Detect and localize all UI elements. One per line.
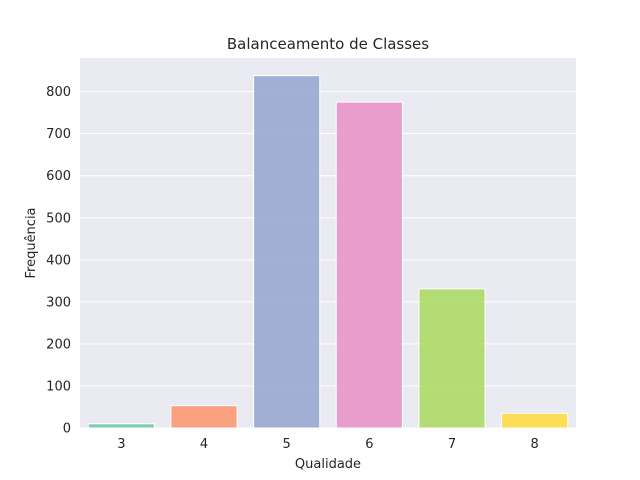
- y-tick-label: 100: [46, 379, 71, 394]
- bars: [87, 75, 569, 429]
- x-tick-labels: 3 4 5 6 7 8: [117, 437, 539, 452]
- bar-8: [501, 412, 569, 429]
- x-tick-label: 3: [117, 437, 125, 452]
- y-tick-label: 700: [46, 127, 71, 142]
- x-tick-label: 8: [531, 437, 539, 452]
- bar-7: [418, 288, 486, 429]
- y-tick-label: 600: [46, 169, 71, 184]
- y-tick-label: 300: [46, 295, 71, 310]
- bar-6: [335, 101, 403, 429]
- bar-4: [170, 405, 238, 429]
- x-tick-label: 5: [283, 437, 291, 452]
- y-tick-label: 500: [46, 211, 71, 226]
- y-tick-labels: 0 100 200 300 400 500 600 700 800: [46, 85, 71, 436]
- plot-background: [80, 58, 576, 428]
- y-axis-label: Frequência: [24, 207, 39, 278]
- grid-lines: [80, 91, 576, 429]
- bar-3: [87, 423, 155, 429]
- chart-title: Balanceamento de Classes: [227, 35, 429, 53]
- bar-5: [253, 75, 321, 429]
- y-tick-label: 800: [46, 85, 71, 100]
- x-tick-label: 4: [200, 437, 208, 452]
- y-tick-label: 400: [46, 253, 71, 268]
- y-tick-label: 200: [46, 337, 71, 352]
- x-tick-label: 7: [448, 437, 456, 452]
- x-axis-label: Qualidade: [295, 457, 361, 472]
- y-tick-label: 0: [63, 422, 71, 437]
- x-tick-label: 6: [365, 437, 373, 452]
